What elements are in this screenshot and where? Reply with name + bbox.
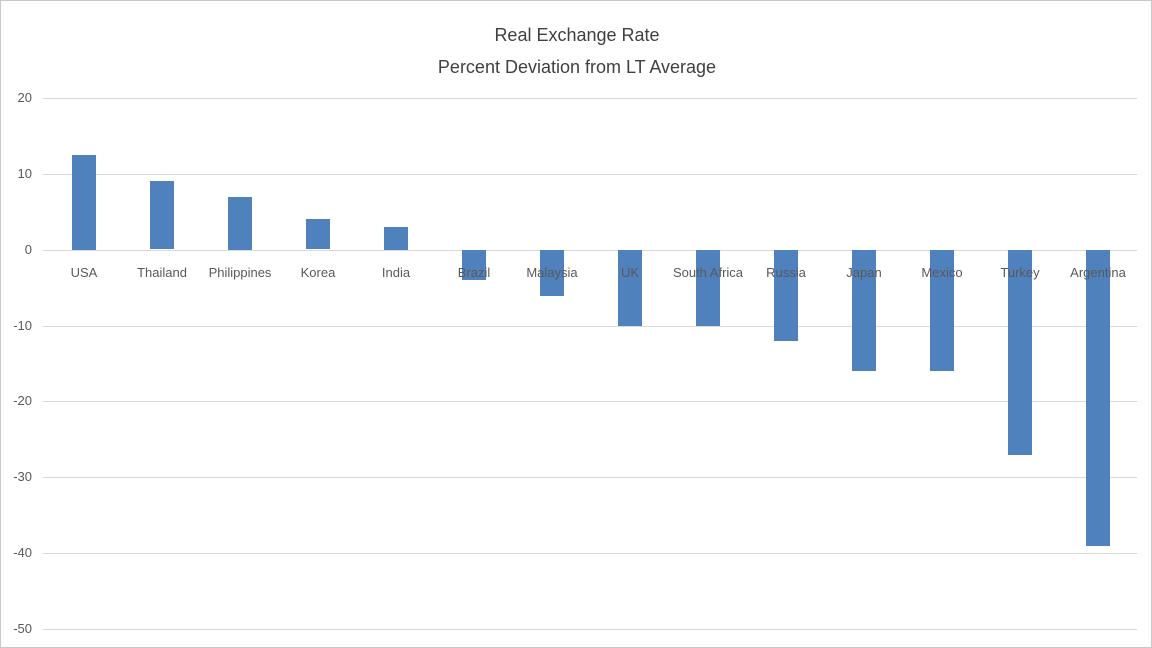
bar-japan xyxy=(852,250,876,371)
y-axis-tick-label: -30 xyxy=(13,469,32,484)
bar-mexico xyxy=(930,250,954,371)
category-label: Mexico xyxy=(921,265,963,280)
category-label: Argentina xyxy=(1070,265,1126,280)
bar-malaysia xyxy=(540,250,564,296)
gridline--40 xyxy=(43,553,1137,554)
y-axis-tick-label: 0 xyxy=(24,242,32,257)
category-label: Malaysia xyxy=(526,265,578,280)
bar-uk xyxy=(618,250,642,326)
gridline--20 xyxy=(43,401,1137,402)
chart-title-line2: Percent Deviation from LT Average xyxy=(437,57,717,77)
gridline--50 xyxy=(43,629,1137,630)
gridline--30 xyxy=(43,477,1137,478)
gridline-10 xyxy=(43,174,1137,175)
bar-turkey xyxy=(1008,250,1032,455)
category-label: Japan xyxy=(846,265,882,280)
y-axis-tick-label: -20 xyxy=(13,393,32,408)
bar-india xyxy=(384,227,408,250)
bar-philippines xyxy=(228,197,252,250)
category-label: Korea xyxy=(300,265,336,280)
gridline-0 xyxy=(43,250,1137,251)
category-label: Russia xyxy=(766,265,806,280)
category-label: UK xyxy=(620,265,640,280)
y-axis-tick-label: -40 xyxy=(13,545,32,560)
bar-south-africa xyxy=(696,250,720,326)
category-label: Brazil xyxy=(457,265,491,280)
category-label: India xyxy=(381,265,411,280)
bar-argentina xyxy=(1086,250,1110,546)
y-axis-tick-label: -10 xyxy=(13,318,32,333)
y-axis-tick-label: -50 xyxy=(13,621,32,636)
bar-brazil xyxy=(462,250,486,280)
bar-usa xyxy=(72,155,96,250)
bar-korea xyxy=(306,219,330,249)
category-label: USA xyxy=(70,265,98,280)
category-label: Turkey xyxy=(1000,265,1040,280)
y-axis-tick-label: 10 xyxy=(17,166,32,181)
gridline--10 xyxy=(43,326,1137,327)
category-label: South Africa xyxy=(672,265,744,280)
category-label: Philippines xyxy=(208,265,272,280)
bar-russia xyxy=(774,250,798,341)
chart-title-line1: Real Exchange Rate xyxy=(494,25,660,45)
gridline-20 xyxy=(43,98,1137,99)
bar-thailand xyxy=(150,181,174,249)
y-axis-tick-label: 20 xyxy=(17,90,32,105)
category-label: Thailand xyxy=(137,265,187,280)
chart-title: Real Exchange Rate Percent Deviation fro… xyxy=(1,19,1151,83)
